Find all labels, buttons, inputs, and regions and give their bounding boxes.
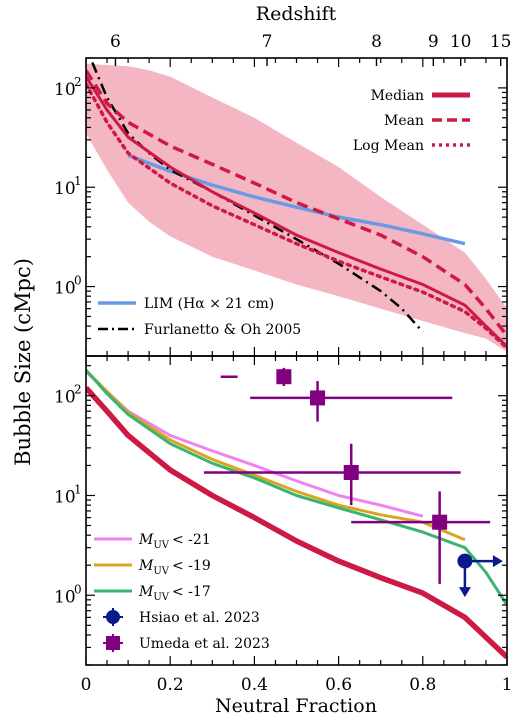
x-axis-title: Neutral Fraction	[215, 695, 377, 717]
legend-label-muv19: MUV < -19	[138, 558, 211, 577]
redshift-tick-label: 6	[110, 32, 121, 52]
x-tick-label: 0.4	[241, 675, 268, 695]
bottom-panel-observations	[203, 367, 503, 598]
y-tick-exponent: 2	[74, 75, 82, 89]
x-tick-label: 1	[502, 675, 513, 695]
legend-marker-umeda	[103, 634, 123, 652]
legend-label-median: Median	[371, 88, 424, 104]
axis-ticks	[85, 57, 508, 666]
y-tick-exponent: 1	[74, 482, 82, 496]
top-series-median	[86, 75, 507, 348]
y-tick-label: 10	[54, 179, 76, 199]
legend-label-mean: Mean	[384, 113, 424, 129]
x-tick-label: 0.6	[325, 675, 352, 695]
top-series-log-mean	[86, 82, 507, 350]
y-tick-exponent: 0	[74, 582, 82, 596]
bottom-series-muv-19	[86, 369, 466, 542]
legend-label-muv17: MUV < -17	[138, 584, 211, 603]
umeda-et-al-2023-point-2	[250, 381, 453, 422]
top-axis-tick-labels: 6 7 8 9 10 15	[110, 32, 511, 52]
legend-marker-hsiao	[103, 608, 123, 626]
hsiao-et-al-2023-point-1	[457, 553, 503, 598]
bottom-series-muv-17	[86, 369, 507, 606]
top-axis-title: Redshift	[256, 3, 337, 25]
top-legend-left: LIM (Hα × 21 cm) Furlanetto & Oh 2005	[98, 296, 301, 338]
redshift-tick-label: 7	[262, 32, 273, 52]
umeda-et-al-2023-point-4	[351, 491, 491, 584]
bottom-legend: MUV < -21 MUV < -19 MUV < -17 Hsiao et al. …	[94, 532, 270, 652]
redshift-tick-label: 9	[428, 32, 439, 52]
legend-label-umeda: Umeda et al. 2023	[139, 636, 270, 652]
redshift-tick-label: 8	[371, 32, 382, 52]
y-axis-title: Bubble Size (cMpc)	[11, 258, 35, 466]
legend-label-furlanetto: Furlanetto & Oh 2005	[144, 322, 301, 338]
top-series-furlanetto-oh-2005	[91, 62, 424, 333]
x-tick-label: 0.2	[157, 675, 184, 695]
redshift-tick-label: 15	[490, 32, 512, 52]
y-tick-label: 10	[54, 388, 76, 408]
x-tick-label: 0.8	[409, 675, 436, 695]
top-panel-series	[86, 62, 507, 350]
top-series-mean	[86, 69, 507, 337]
legend-label-hsiao: Hsiao et al. 2023	[139, 610, 260, 626]
umeda-et-al-2023-point-3	[203, 443, 461, 506]
legend-label-logmean: Log Mean	[353, 138, 424, 154]
bottom-series-median	[86, 385, 507, 660]
y-tick-exponent: 1	[74, 174, 82, 188]
bottom-panel-series	[86, 369, 507, 660]
x-axis-tick-labels: 0 0.2 0.4 0.6 0.8 1	[81, 675, 513, 695]
y-tick-label: 10	[54, 587, 76, 607]
y-tick-exponent: 2	[74, 383, 82, 397]
y-tick-label: 10	[54, 80, 76, 100]
x-tick-label: 0	[81, 675, 92, 695]
redshift-tick-label: 10	[450, 32, 472, 52]
umeda-et-al-2023-point-1	[220, 367, 292, 387]
y-tick-exponent: 0	[74, 274, 82, 288]
legend-label-muv21: MUV < -21	[138, 532, 211, 551]
legend-label-lim: LIM (Hα × 21 cm)	[144, 296, 274, 312]
y-tick-label: 10	[54, 279, 76, 299]
top-legend-right: Median Mean Log Mean	[353, 88, 470, 154]
y-tick-label: 10	[54, 487, 76, 507]
